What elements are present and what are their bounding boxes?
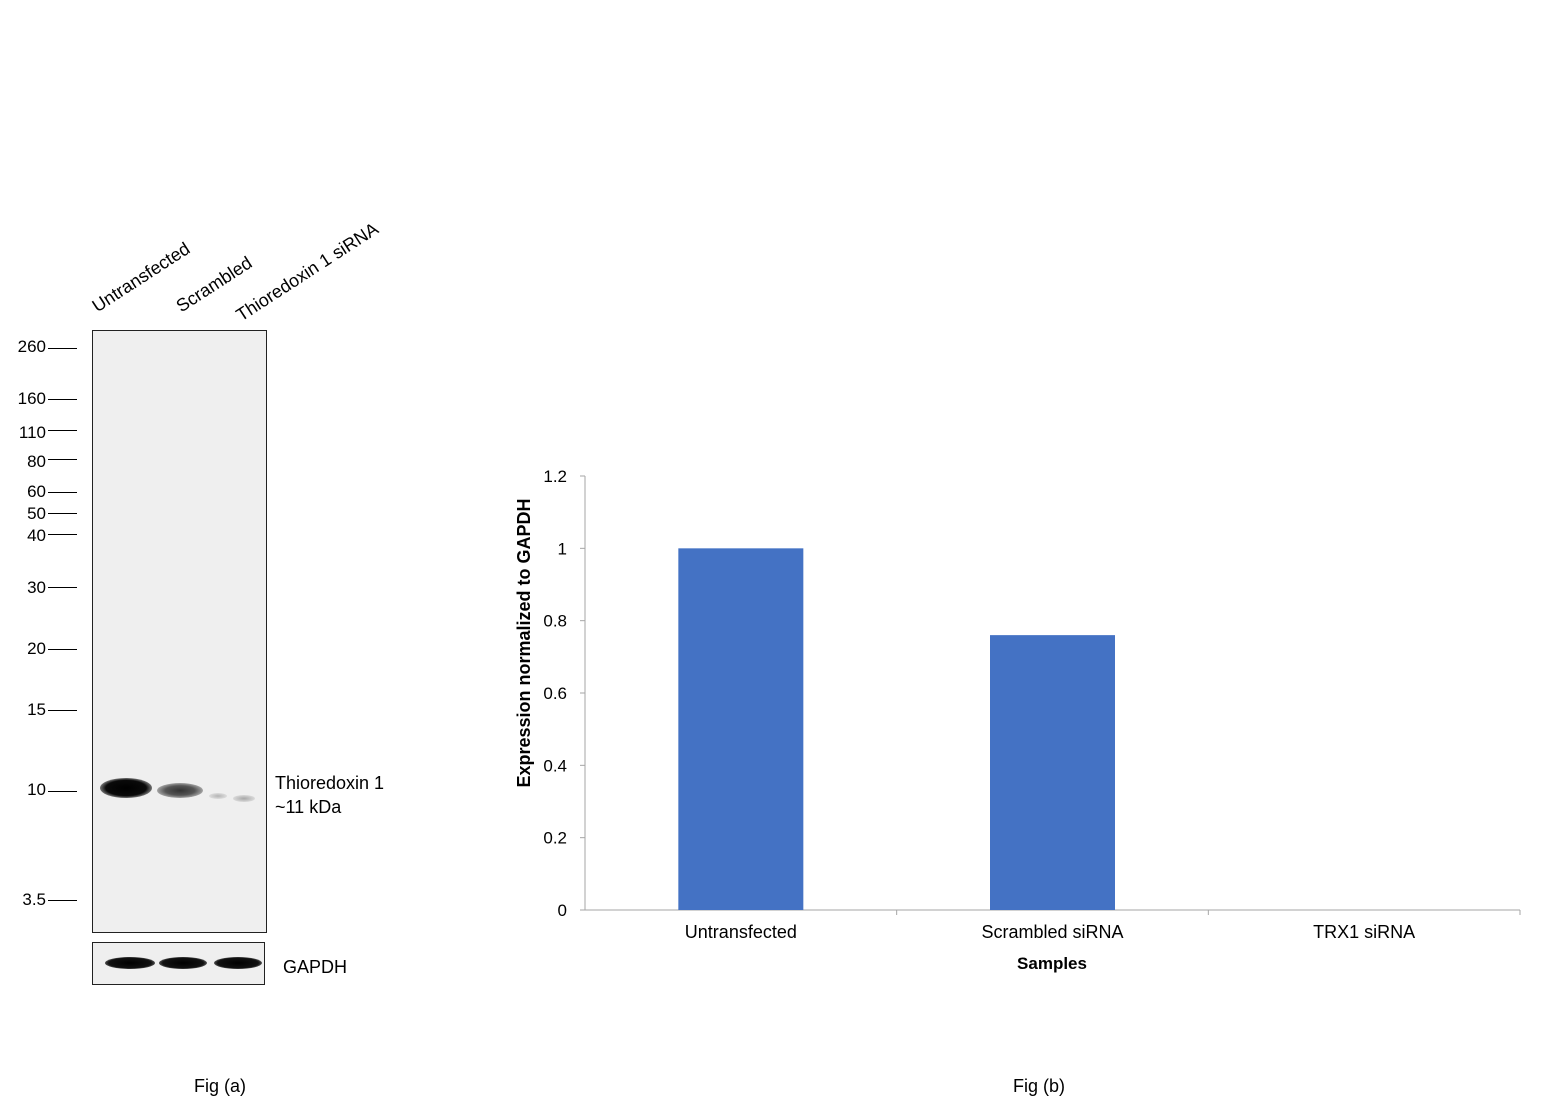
mw-marker-label: 260 [17, 337, 46, 356]
blot-membrane [92, 330, 267, 933]
mw-marker-label: 10 [27, 780, 46, 799]
mw-marker-label: 40 [27, 526, 46, 545]
mw-marker-label: 80 [27, 452, 46, 471]
y-tick-label: 0.8 [543, 612, 567, 631]
y-axis-label: Expression normalized to GAPDH [514, 498, 534, 787]
mw-marker-tick [48, 900, 77, 901]
mw-marker-label: 30 [27, 578, 46, 597]
mw-marker-tick [48, 348, 77, 349]
fig-b-caption: Fig (b) [1013, 1076, 1066, 1096]
x-tick-label: Scrambled siRNA [981, 922, 1123, 942]
band-sirna-faint [233, 795, 255, 802]
x-tick-label: TRX1 siRNA [1313, 922, 1415, 942]
mw-marker-label: 160 [17, 389, 46, 408]
mw-marker-label: 60 [27, 482, 46, 501]
x-tick-label: Untransfected [685, 922, 797, 942]
gapdh-band [159, 957, 207, 969]
gapdh-label: GAPDH [283, 957, 348, 977]
mw-marker-tick [48, 459, 77, 460]
mw-marker-tick [48, 710, 77, 711]
mw-marker-tick [48, 791, 77, 792]
mw-marker-tick [48, 430, 77, 431]
gapdh-band [105, 957, 155, 969]
gapdh-band [214, 957, 262, 969]
mw-marker-label: 50 [27, 504, 46, 523]
band-sirna-faint [209, 793, 227, 799]
target-protein-label: Thioredoxin 1 [275, 773, 385, 793]
y-tick-label: 0 [558, 901, 567, 920]
band-untransfected [100, 778, 152, 798]
mw-marker-label: 20 [27, 639, 46, 658]
mw-marker-tick [48, 649, 77, 650]
mw-marker-label: 110 [18, 423, 46, 442]
mw-marker-tick [48, 492, 77, 493]
y-tick-label: 0.2 [543, 829, 567, 848]
band-scrambled [157, 783, 203, 798]
x-axis-label: Samples [1017, 954, 1087, 973]
y-tick-label: 1 [558, 539, 567, 558]
fig-a-caption: Fig (a) [194, 1076, 247, 1096]
mw-marker-label: 15 [27, 700, 46, 719]
gapdh-blot-membrane [92, 942, 265, 985]
y-tick-label: 0.4 [543, 756, 567, 775]
mw-marker-tick [48, 534, 77, 535]
bar [678, 548, 804, 910]
mw-marker-label: 3.5 [22, 890, 46, 909]
y-tick-label: 0.6 [543, 684, 567, 703]
target-size-label: ~11 kDa [275, 797, 342, 817]
mw-marker-tick [48, 513, 77, 514]
bar [990, 635, 1115, 910]
bar-chart: 0 0.2 0.4 0.6 0.8 1 1.2 Untransfected Scrambled … [514, 467, 1521, 973]
y-tick-label: 1.2 [543, 467, 567, 486]
mw-marker-tick [48, 399, 77, 400]
lane-label-thioredoxin-sirna: Thioredoxin 1 siRNA [232, 218, 382, 326]
mw-marker-tick [48, 587, 77, 588]
